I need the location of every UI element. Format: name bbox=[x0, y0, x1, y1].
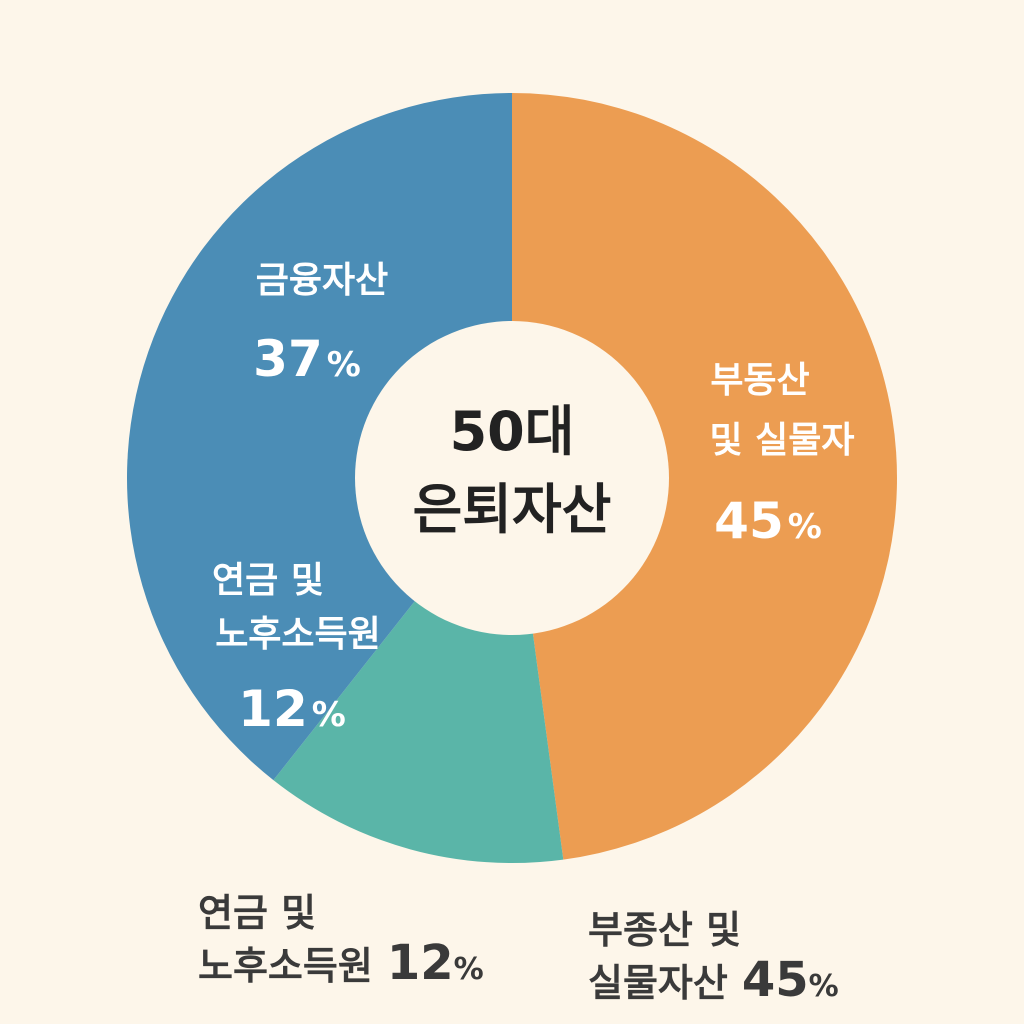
legend-pension-value: 12% bbox=[387, 935, 484, 991]
slice-value-real-estate-number: 45 bbox=[714, 492, 784, 550]
slice-value-financial-number: 37 bbox=[253, 330, 323, 388]
legend-real-estate-number: 45 bbox=[741, 952, 809, 1008]
slice-label-pension-line1: 연금 및 bbox=[212, 560, 324, 601]
legend-real-estate: 부종산 및 실물자산 45% bbox=[588, 905, 839, 1012]
donut-hole bbox=[355, 321, 669, 635]
slice-label-real-estate-line2: 및 실물자 bbox=[709, 420, 854, 461]
legend-pension-line2: 노후소득원 bbox=[198, 944, 373, 988]
slice-value-pension-number: 12 bbox=[238, 680, 308, 738]
slice-value-real-estate: 45% bbox=[714, 492, 822, 550]
slice-label-pension-line2: 노후소득원 bbox=[215, 614, 381, 655]
slice-label-financial-line1: 금융자산 bbox=[256, 260, 388, 301]
slice-value-pension: 12% bbox=[238, 680, 346, 738]
slice-label-financial: 금융자산 37% bbox=[253, 260, 388, 388]
legend-pension-number: 12 bbox=[386, 935, 454, 991]
legend-real-estate-value: 45% bbox=[742, 952, 839, 1008]
slice-value-financial-unit: % bbox=[327, 345, 361, 385]
legend-real-estate-unit: % bbox=[808, 969, 839, 1004]
legend-pension-line2-row: 노후소득원 12% bbox=[198, 938, 484, 995]
slice-financial bbox=[126, 93, 512, 781]
slice-label-real-estate: 부동산 및 실물자 45% bbox=[709, 360, 854, 550]
legend-real-estate-line2: 실물자산 bbox=[588, 961, 728, 1005]
slice-real-estate bbox=[512, 93, 897, 860]
legend-pension-unit: % bbox=[453, 952, 484, 987]
slice-label-real-estate-line1: 부동산 bbox=[710, 360, 809, 401]
legend-pension: 연금 및 노후소득원 12% bbox=[198, 888, 484, 995]
slice-label-pension: 연금 및 노후소득원 12% bbox=[212, 560, 381, 738]
center-label-line2: 은퇴자산 bbox=[413, 478, 612, 541]
slice-value-financial: 37% bbox=[253, 330, 361, 388]
slice-value-real-estate-unit: % bbox=[788, 507, 822, 547]
legend-pension-line1: 연금 및 bbox=[198, 891, 317, 935]
slice-value-pension-unit: % bbox=[312, 695, 346, 735]
legend-real-estate-line1: 부종산 및 bbox=[588, 908, 742, 952]
center-label-line1: 50대 bbox=[450, 400, 575, 463]
legend-real-estate-line2-row: 실물자산 45% bbox=[588, 955, 839, 1012]
